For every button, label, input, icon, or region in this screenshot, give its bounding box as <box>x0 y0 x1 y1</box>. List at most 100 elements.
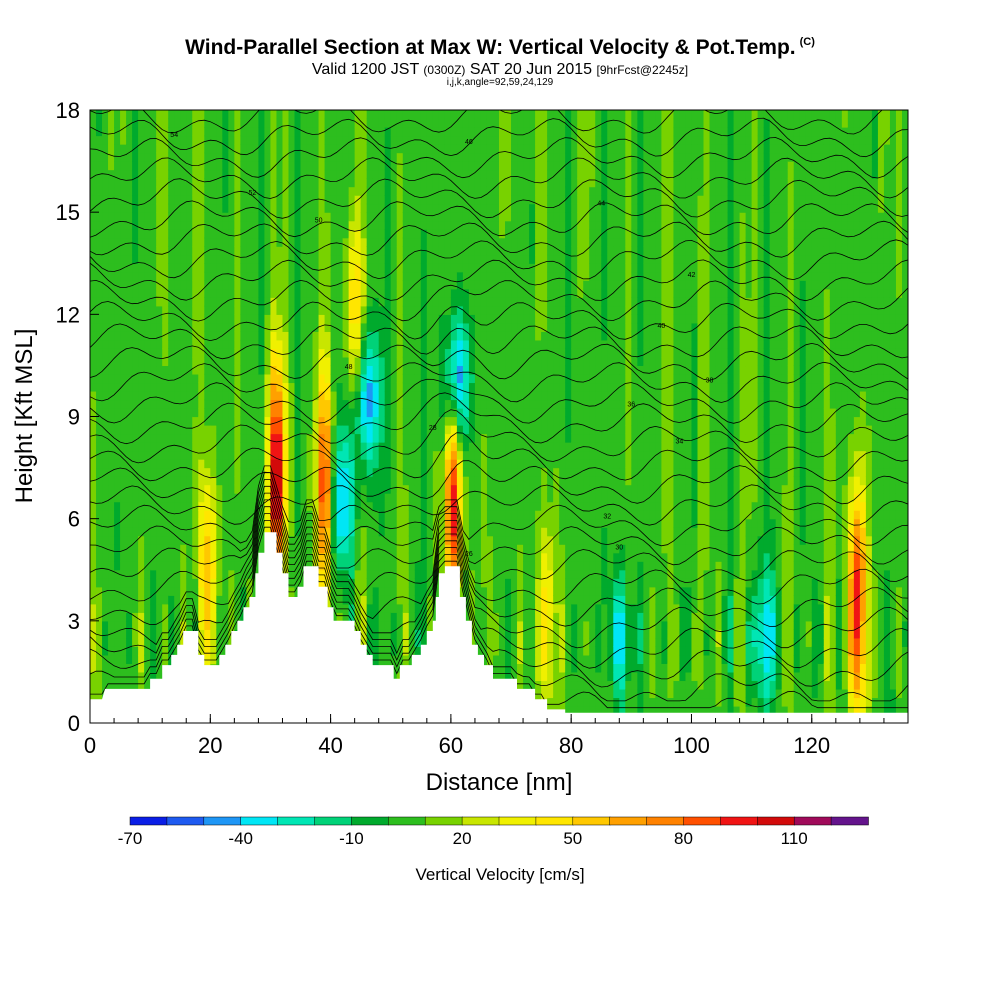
velocity-cell <box>300 407 308 418</box>
velocity-cell <box>162 382 169 392</box>
velocity-cell <box>222 237 229 247</box>
velocity-cell <box>126 203 133 213</box>
velocity-cell <box>318 501 326 511</box>
velocity-cell <box>330 365 338 375</box>
velocity-cell <box>456 271 464 281</box>
velocity-cell <box>300 459 308 469</box>
velocity-cell <box>468 425 476 435</box>
velocity-cell <box>330 110 338 120</box>
velocity-cell <box>312 118 320 128</box>
velocity-cell <box>162 654 169 664</box>
velocity-cell <box>192 127 199 137</box>
velocity-cell <box>480 399 488 409</box>
velocity-cell <box>384 356 392 367</box>
velocity-cell <box>246 535 253 545</box>
velocity-cell <box>264 382 272 392</box>
velocity-cell <box>276 305 284 315</box>
velocity-cell <box>402 220 410 230</box>
velocity-cell <box>384 493 392 503</box>
velocity-cell <box>408 169 416 179</box>
velocity-cell <box>378 195 386 205</box>
velocity-cell <box>108 305 115 315</box>
velocity-cell <box>90 425 97 435</box>
velocity-cell <box>102 646 109 656</box>
velocity-cell <box>360 135 368 145</box>
velocity-cell <box>90 407 97 418</box>
velocity-cell <box>162 637 169 647</box>
velocity-cell <box>198 127 205 137</box>
velocity-cell <box>402 161 410 171</box>
velocity-cell <box>499 382 506 392</box>
velocity-cell <box>366 544 374 554</box>
velocity-cell <box>354 203 362 213</box>
velocity-cell <box>114 407 121 418</box>
velocity-cell <box>264 271 272 281</box>
velocity-cell <box>138 280 145 290</box>
velocity-cell <box>492 203 500 213</box>
velocity-cell <box>162 195 169 205</box>
velocity-cell <box>378 161 386 171</box>
velocity-cell <box>108 135 115 145</box>
velocity-cell <box>330 297 338 307</box>
velocity-cell <box>186 152 193 162</box>
velocity-cell <box>96 527 103 537</box>
velocity-cell <box>402 467 410 477</box>
velocity-cell <box>168 331 175 341</box>
velocity-cell <box>132 680 139 690</box>
velocity-cell <box>144 467 151 477</box>
velocity-cell <box>366 595 374 605</box>
velocity-cell <box>384 186 392 196</box>
velocity-cell <box>366 229 374 239</box>
velocity-cell <box>210 305 217 315</box>
velocity-cell <box>240 433 247 443</box>
velocity-cell <box>132 237 139 247</box>
velocity-cell <box>499 603 506 613</box>
velocity-cell <box>390 144 398 154</box>
velocity-cell <box>108 671 115 682</box>
velocity-cell <box>162 314 169 324</box>
velocity-cell <box>132 365 139 375</box>
velocity-cell <box>114 501 121 511</box>
velocity-cell <box>252 288 260 298</box>
velocity-cell <box>222 135 229 145</box>
velocity-cell <box>174 578 181 588</box>
velocity-cell <box>499 595 506 605</box>
velocity-cell <box>300 399 308 409</box>
velocity-cell <box>264 186 272 196</box>
velocity-cell <box>126 578 133 588</box>
velocity-cell <box>426 450 434 460</box>
velocity-cell <box>228 612 235 622</box>
velocity-cell <box>402 254 410 264</box>
velocity-cell <box>396 416 404 426</box>
velocity-cell <box>120 535 127 545</box>
velocity-cell <box>420 212 428 222</box>
velocity-cell <box>276 254 284 264</box>
velocity-cell <box>174 637 181 647</box>
velocity-cell <box>402 595 410 605</box>
velocity-cell <box>384 195 392 205</box>
velocity-cell <box>360 484 368 494</box>
velocity-cell <box>384 169 392 179</box>
velocity-cell <box>390 169 398 179</box>
velocity-cell <box>192 373 199 384</box>
velocity-cell <box>114 569 121 579</box>
velocity-cell <box>342 510 350 520</box>
velocity-cell <box>108 271 115 281</box>
velocity-cell <box>168 416 175 426</box>
velocity-cell <box>414 297 422 307</box>
velocity-cell <box>480 569 488 579</box>
velocity-cell <box>168 186 175 196</box>
velocity-cell <box>162 561 169 571</box>
velocity-cell <box>180 527 187 537</box>
velocity-cell <box>222 459 229 469</box>
velocity-cell <box>294 569 302 579</box>
velocity-cell <box>258 118 266 128</box>
velocity-cell <box>240 186 247 196</box>
velocity-cell <box>300 161 308 171</box>
velocity-cell <box>330 450 338 460</box>
velocity-cell <box>270 450 278 460</box>
velocity-cell <box>144 544 151 554</box>
velocity-cell <box>486 373 494 384</box>
velocity-cell <box>312 416 320 426</box>
velocity-cell <box>408 297 416 307</box>
